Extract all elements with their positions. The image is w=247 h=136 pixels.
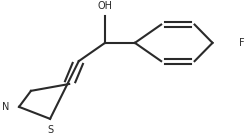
Text: S: S (47, 125, 53, 135)
Text: N: N (2, 102, 9, 112)
Text: F: F (239, 38, 245, 48)
Text: OH: OH (98, 1, 113, 11)
